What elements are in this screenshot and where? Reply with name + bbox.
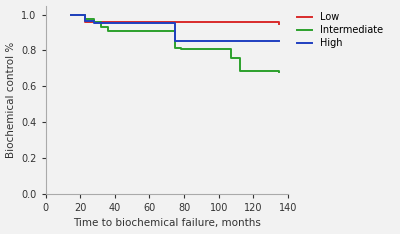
Intermediate — [98, 26, 103, 29]
Legend: Low, Intermediate, High: Low, Intermediate, High — [295, 11, 385, 50]
High — [92, 19, 96, 22]
Low — [83, 13, 88, 16]
Intermediate — [228, 48, 233, 51]
Intermediate — [69, 13, 74, 16]
Intermediate — [98, 20, 103, 23]
Intermediate — [237, 69, 242, 72]
Intermediate — [228, 57, 233, 60]
Low — [83, 20, 88, 23]
Line: High: High — [72, 15, 279, 40]
Intermediate — [173, 29, 178, 32]
High — [92, 21, 96, 24]
Intermediate — [237, 57, 242, 60]
Low — [277, 23, 282, 26]
High — [178, 39, 183, 42]
High — [178, 39, 183, 42]
Intermediate — [178, 48, 183, 51]
High — [277, 39, 282, 42]
Intermediate — [83, 13, 88, 16]
Line: Low: Low — [72, 15, 279, 24]
Y-axis label: Biochemical control %: Biochemical control % — [6, 42, 16, 158]
High — [83, 13, 88, 16]
Intermediate — [173, 46, 178, 49]
Intermediate — [178, 46, 183, 49]
High — [173, 39, 178, 42]
Low — [86, 20, 91, 23]
High — [277, 39, 282, 42]
Line: Intermediate: Intermediate — [72, 15, 279, 72]
Intermediate — [83, 18, 88, 20]
X-axis label: Time to biochemical failure, months: Time to biochemical failure, months — [73, 219, 261, 228]
Low — [277, 20, 282, 23]
Intermediate — [106, 26, 110, 29]
High — [83, 19, 88, 22]
Intermediate — [106, 29, 110, 32]
Low — [69, 13, 74, 16]
Low — [86, 20, 91, 23]
High — [69, 13, 74, 16]
High — [173, 21, 178, 24]
Intermediate — [277, 69, 282, 72]
Intermediate — [277, 70, 282, 73]
Intermediate — [92, 18, 96, 20]
Intermediate — [92, 20, 96, 23]
